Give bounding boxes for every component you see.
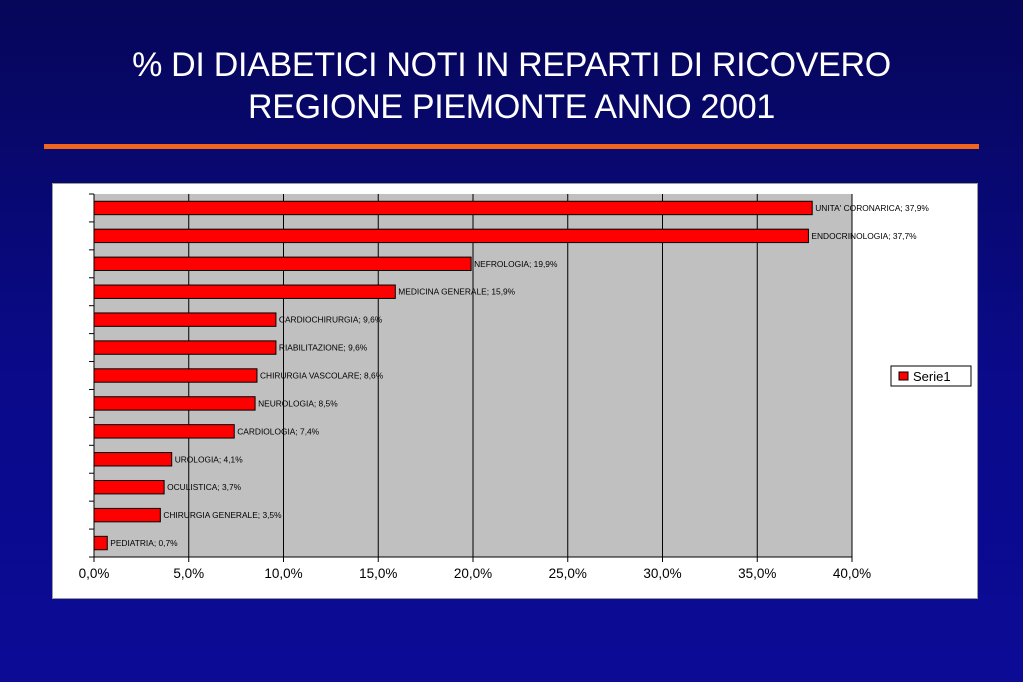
legend-box — [890, 365, 972, 387]
data-label: CHIRURGIA GENERALE; 3,5% — [163, 510, 282, 520]
data-label: CARDIOLOGIA; 7,4% — [237, 426, 319, 436]
bar — [93, 368, 258, 383]
bar — [93, 200, 813, 216]
bar — [93, 284, 396, 299]
data-label: ENDOCRINOLOGIA; 37,7% — [811, 231, 917, 241]
bar-chart: UNITA' CORONARICA; 37,9% ENDOCRINOLOGIA; … — [79, 193, 972, 581]
data-label: PEDIATRIA; 0,7% — [110, 538, 178, 548]
data-label: CHIRURGIA VASCOLARE; 8,6% — [260, 371, 384, 381]
data-label: RIABILITAZIONE; 9,6% — [279, 343, 368, 353]
bar — [93, 424, 235, 439]
bar — [93, 256, 472, 272]
slide-title: % DI DIABETICI NOTI IN REPARTI DI RICOVE… — [0, 44, 1023, 128]
data-label: UROLOGIA; 4,1% — [175, 454, 244, 464]
x-tick-label: 5,0% — [173, 566, 204, 581]
data-label: UNITA' CORONARICA; 37,9% — [815, 203, 929, 213]
bar — [93, 340, 277, 355]
slide-title-line-1: % DI DIABETICI NOTI IN REPARTI DI RICOVE… — [132, 46, 891, 84]
x-tick-label: 35,0% — [738, 566, 776, 581]
bar — [93, 396, 256, 411]
x-tick-label: 25,0% — [549, 566, 587, 581]
slide-title-line-2: REGIONE PIEMONTE ANNO 2001 — [248, 88, 775, 126]
data-label: OCULISTICA; 3,7% — [167, 482, 242, 492]
legend-swatch — [898, 371, 909, 381]
data-label: CARDIOCHIRURGIA; 9,6% — [279, 315, 383, 325]
bar — [93, 507, 161, 523]
bar — [93, 228, 809, 244]
bar — [93, 479, 165, 495]
bar — [93, 312, 277, 327]
bar — [93, 452, 173, 467]
data-label: NEFROLOGIA; 19,9% — [474, 259, 558, 269]
data-label: NEUROLOGIA; 8,5% — [258, 398, 338, 408]
x-tick-label: 0,0% — [79, 566, 110, 581]
bar — [93, 535, 108, 551]
legend-label: Serie1 — [913, 369, 951, 384]
x-tick-label: 30,0% — [643, 566, 681, 581]
chart-container: UNITA' CORONARICA; 37,9% ENDOCRINOLOGIA; … — [52, 183, 978, 599]
x-tick-label: 10,0% — [264, 566, 302, 581]
x-tick-label: 15,0% — [359, 566, 397, 581]
title-divider — [44, 144, 979, 149]
x-tick-label: 20,0% — [454, 566, 492, 581]
x-tick-label: 40,0% — [833, 566, 871, 581]
data-label: MEDICINA GENERALE; 15,9% — [398, 287, 515, 297]
